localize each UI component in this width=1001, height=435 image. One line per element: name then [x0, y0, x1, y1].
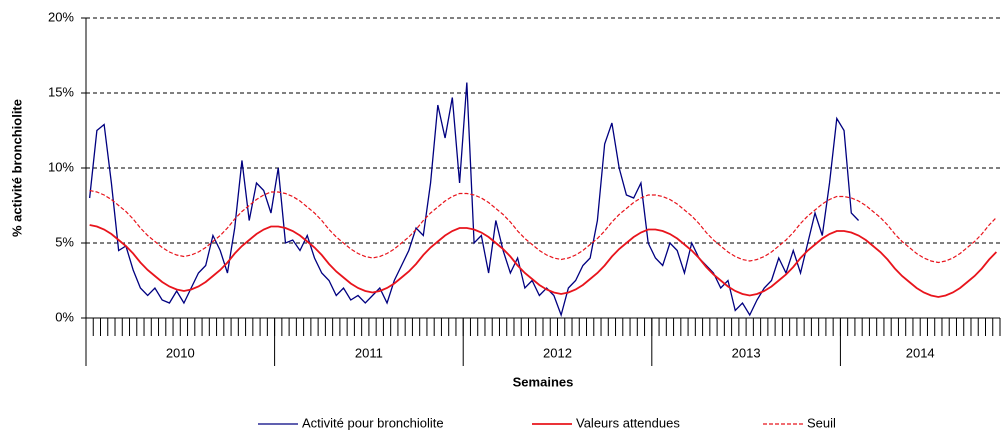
y-tick-label: 0%	[55, 309, 74, 324]
series-line	[89, 189, 997, 264]
year-label: 2012	[543, 345, 572, 360]
y-tick-label: 20%	[48, 9, 74, 24]
legend-label: Activité pour bronchiolite	[302, 415, 444, 430]
legend-label: Valeurs attendues	[576, 415, 680, 430]
year-label: 2011	[355, 345, 383, 360]
legend-label: Seuil	[807, 415, 836, 430]
y-tick-label: 10%	[48, 159, 74, 174]
y-axis-label: % activité bronchiolite	[9, 99, 24, 237]
year-label: 2010	[166, 345, 195, 360]
series-line	[89, 224, 998, 298]
year-label: 2014	[906, 345, 935, 360]
y-tick-label: 5%	[55, 234, 74, 249]
x-axis-label: Semaines	[513, 374, 574, 389]
y-tick-label: 15%	[48, 84, 74, 99]
year-label: 2013	[732, 345, 761, 360]
series-line	[88, 82, 860, 318]
